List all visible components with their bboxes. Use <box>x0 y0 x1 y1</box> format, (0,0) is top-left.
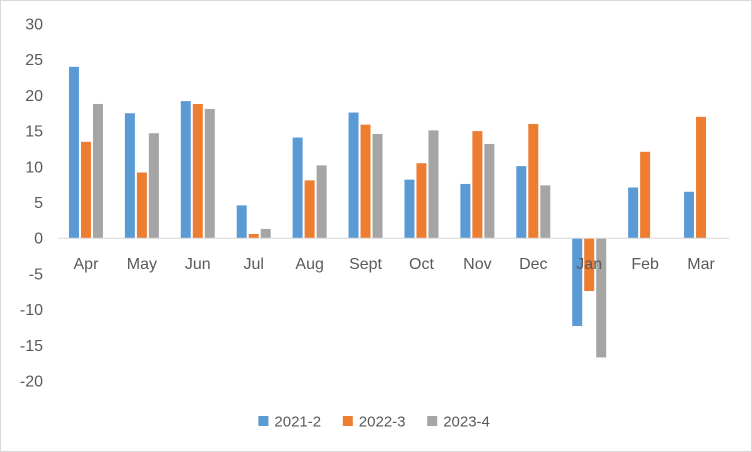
legend: 2021-2 2022-3 2023-4 <box>258 414 490 431</box>
bar-2021-2-jan <box>572 238 583 327</box>
bars-layer <box>68 66 707 358</box>
bar-2021-2-apr <box>68 66 79 239</box>
bar-2021-2-oct <box>404 179 415 239</box>
x-tick-label-jul: Jul <box>243 256 263 273</box>
legend-swatch-2023-4 <box>427 416 438 426</box>
x-tick-label-jan: Jan <box>576 256 602 273</box>
bar-2022-3-mar <box>696 116 707 239</box>
x-tick-label-sept: Sept <box>349 256 382 273</box>
y-axis-ticks: 30 25 20 15 10 5 0 -5 -10 -15 -20 <box>20 17 43 391</box>
bar-2021-2-aug <box>292 137 303 239</box>
bar-2021-2-dec <box>516 166 527 239</box>
y-tick-label: -20 <box>20 374 43 391</box>
bar-2022-3-jul <box>248 233 259 239</box>
x-tick-label-oct: Oct <box>409 256 434 273</box>
y-tick-label: 10 <box>25 159 43 176</box>
y-tick-label: 0 <box>34 231 43 248</box>
bar-2023-4-jul <box>260 228 271 239</box>
bar-2022-3-aug <box>304 180 315 239</box>
bar-2023-4-dec <box>540 185 551 239</box>
y-tick-label: 15 <box>25 124 43 141</box>
y-tick-label: -10 <box>20 302 43 319</box>
legend-label-2022-3: 2022-3 <box>359 414 406 431</box>
bar-2021-2-sept <box>348 112 359 239</box>
bar-2021-2-jun <box>180 101 191 239</box>
bar-2022-3-jun <box>192 103 203 239</box>
y-tick-label: -5 <box>29 266 43 283</box>
bar-2021-2-feb <box>628 187 639 239</box>
bar-2022-3-oct <box>416 163 427 239</box>
bar-2021-2-may <box>124 113 135 239</box>
y-tick-label: 25 <box>25 52 43 69</box>
bar-2022-3-jan <box>584 238 595 292</box>
bar-2022-3-may <box>136 172 147 239</box>
bar-2023-4-oct <box>428 130 439 239</box>
bar-2022-3-apr <box>80 141 91 239</box>
bar-2023-4-jun <box>204 108 215 239</box>
bar-2022-3-feb <box>640 151 651 239</box>
legend-swatch-2022-3 <box>342 416 353 426</box>
bar-2023-4-apr <box>92 103 103 239</box>
y-tick-label: 5 <box>34 195 43 212</box>
legend-label-2023-4: 2023-4 <box>443 414 490 431</box>
bar-2021-2-jul <box>236 205 247 239</box>
legend-label-2021-2: 2021-2 <box>274 414 321 431</box>
x-tick-label-mar: Mar <box>687 256 715 273</box>
x-tick-label-may: May <box>127 256 157 273</box>
legend-swatch-2021-2 <box>258 416 269 426</box>
y-tick-label: 20 <box>25 88 43 105</box>
x-tick-label-dec: Dec <box>519 256 547 273</box>
bar-2023-4-nov <box>484 143 495 239</box>
x-tick-label-jun: Jun <box>185 256 211 273</box>
bar-2023-4-sept <box>372 133 383 239</box>
y-tick-label: 30 <box>25 17 43 34</box>
bar-2022-3-dec <box>528 123 539 239</box>
x-tick-label-nov: Nov <box>463 256 491 273</box>
bar-2023-4-aug <box>316 165 327 239</box>
bar-2021-2-nov <box>460 183 471 239</box>
bar-2023-4-may <box>148 133 159 239</box>
bar-2021-2-mar <box>684 191 695 239</box>
bar-2023-4-jan <box>596 238 607 358</box>
x-tick-label-feb: Feb <box>631 256 659 273</box>
x-axis-labels: Apr May Jun Jul Aug Sept Oct Nov Dec Jan Feb Mar <box>74 256 716 273</box>
x-tick-label-apr: Apr <box>74 256 100 273</box>
bar-2022-3-nov <box>472 131 483 239</box>
x-tick-label-aug: Aug <box>295 256 323 273</box>
y-tick-label: -15 <box>20 338 43 355</box>
bar-2022-3-sept <box>360 124 371 239</box>
